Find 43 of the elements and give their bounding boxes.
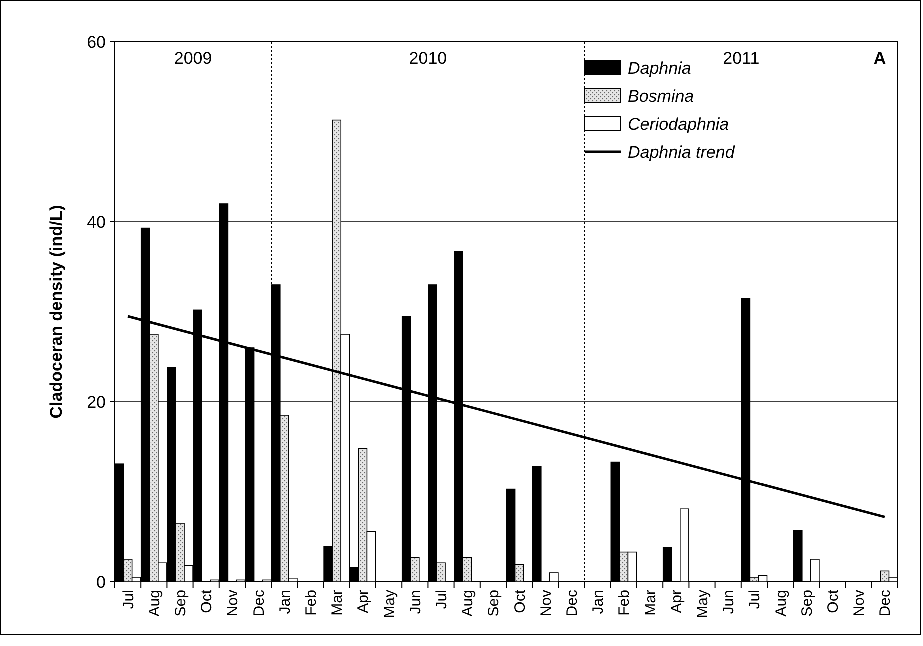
x-tick-label: Mar [329, 590, 346, 616]
x-tick-label: Jul [120, 590, 138, 610]
x-tick-label: Nov [538, 590, 555, 617]
x-tick-label: Feb [303, 590, 320, 616]
y-tick-label: 60 [87, 32, 106, 52]
legend-label: Bosmina [628, 86, 694, 106]
y-tick-label: 20 [87, 392, 106, 412]
annotation: 2009 [174, 49, 212, 68]
x-tick-label: May [694, 590, 712, 618]
x-tick-label: Sep [798, 590, 816, 617]
x-tick-label: Jun [407, 590, 424, 614]
x-tick-label: Sep [486, 590, 503, 617]
x-tick-label: Oct [512, 589, 529, 614]
x-tick-label: Dec [877, 590, 894, 617]
x-tick-label: Aug [146, 590, 164, 617]
x-tick-label: Nov [224, 590, 242, 617]
x-tick-label: Nov [851, 590, 868, 617]
x-tick-label: Oct [825, 589, 842, 614]
legend-label: Daphnia [628, 58, 692, 78]
x-tick-label: Dec [564, 590, 581, 617]
x-tick-label: Jan [276, 590, 294, 614]
legend-label: Ceriodaphnia [628, 114, 730, 134]
y-tick-label: 40 [87, 212, 106, 232]
y-tick-label: 0 [96, 572, 106, 592]
x-tick-label: Apr [355, 590, 372, 614]
annotation: 2010 [409, 49, 448, 68]
x-tick-label: Oct [198, 589, 216, 614]
annotation: 2011 [723, 49, 760, 68]
x-tick-label: Mar [642, 590, 660, 616]
x-tick-label: Dec [250, 590, 268, 617]
x-tick-label: Aug [772, 590, 790, 617]
x-tick-label: Sep [172, 590, 190, 617]
x-tick-label: Feb [616, 590, 634, 616]
annotation: A [874, 49, 886, 68]
x-tick-label: Jul [434, 590, 450, 610]
x-tick-label: Aug [460, 590, 477, 617]
y-axis-title: Cladoceran density (ind/L) [47, 205, 66, 419]
x-tick-label: May [381, 590, 398, 618]
x-tick-label: Jul [746, 590, 764, 610]
x-tick-label: Apr [668, 590, 686, 614]
legend-label: Daphnia trend [628, 142, 736, 162]
x-tick-label: Jan [590, 590, 608, 614]
x-tick-label: Jun [720, 590, 738, 614]
